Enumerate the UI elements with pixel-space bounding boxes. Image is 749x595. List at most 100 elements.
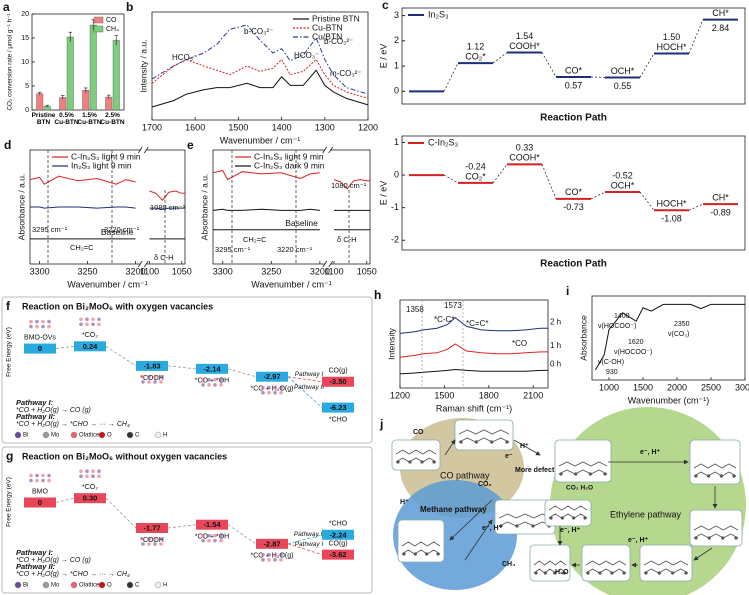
legend-swatch [93,25,104,33]
connector [688,203,704,211]
atom-sketch [201,538,205,543]
y-tick-label: 20 [21,11,29,18]
atom-sketch [29,473,33,478]
atom-sketch [261,390,265,395]
atom-sketch [219,538,223,543]
connector [55,345,75,349]
atom-sketch [147,380,151,384]
level-label: COOH* [509,153,540,163]
atom-sketch [79,317,83,322]
lattice [585,568,627,574]
arrow [444,439,456,456]
atom [684,571,688,575]
atom-sketch [147,537,151,541]
atom-sketch [207,378,211,382]
atom [603,472,607,476]
atom [562,571,566,575]
annotation: 1080 cm⁻¹ [150,203,186,212]
series-line [29,175,185,201]
plot-frame [212,149,371,265]
value-label: 0.30 [83,494,98,503]
x-tick-label: 1300 [315,122,335,132]
energy-box [322,549,354,560]
x-axis-label: Wavenumber / cm⁻¹ [251,279,331,289]
value-label: 0.33 [516,143,534,153]
structure-box [689,439,741,485]
y-tick-label: 0 [394,169,399,179]
series-line [151,58,369,99]
atom-sketch [273,385,277,390]
value-label: -2.87 [263,539,280,548]
panel-label: i [566,284,569,298]
diagram-label: H⁺ [520,443,529,450]
panel-label: h [374,288,381,302]
level-label: CO* [565,65,583,75]
y-tick-label: 15 [21,35,29,42]
annotation: b-CO₃²⁻ [244,27,273,36]
legend-label: Cu/BTN [312,31,342,41]
atom-sketch [219,533,223,538]
atom-sketch [97,317,101,322]
series-label: 1 h [550,341,561,350]
atom-swatch [126,431,134,439]
atom-sketch [213,538,217,543]
lattice [585,560,627,566]
atom-sketch [91,469,95,474]
series-label: Baseline [101,227,134,237]
atom [574,472,578,476]
diagram-label: CO [413,429,424,436]
atom [459,440,463,444]
x-axis-label: Raman shift (cm⁻¹) [436,403,512,413]
break-mark [143,260,149,268]
value-label: 0.55 [614,81,632,91]
connector [287,543,323,556]
connector [105,345,137,367]
atom-swatch [70,581,78,589]
panel-label: g [6,449,13,463]
annotation: *C-C* [434,315,454,324]
legend-label: Pristine BTN [312,13,360,23]
atom-sketch [279,390,283,395]
arrow [513,439,541,456]
atom-sketch [207,538,211,543]
x-tick-label: 1400 [272,122,292,132]
annotation: CH₂=C [243,235,267,244]
annotation: b-CO₃²⁻ [324,37,353,46]
lattice [693,525,739,531]
atom-swatch [42,431,50,439]
value-label: -1.83 [143,361,160,370]
level-label: *CO + *OH [195,378,229,385]
atom [425,552,429,556]
atom-sketch [279,385,283,390]
energy-box [136,523,168,534]
y-axis-label: CO₂ conversion rate / μmol g⁻¹ h⁻¹ [7,13,14,110]
break-mark [322,260,328,268]
atom-sketch [273,390,277,395]
value-label: 0.24 [83,342,98,351]
atom-sketch [213,533,217,538]
atom [543,571,547,575]
atom [610,571,614,575]
annotation: δ C-H [154,253,174,262]
plot-frame [401,135,746,251]
atom-sketch [47,324,51,329]
bar [112,40,120,111]
x-tick-label: 1600 [185,122,205,132]
x-tick-label-box: 0.5% Cu-BTN [54,112,78,126]
atom-sketch [219,378,223,382]
atom-sketch [47,473,51,478]
atom-sketch [219,383,223,387]
atom-sketch [159,375,163,379]
annotation: 1400 [614,313,630,320]
level-label: *CHO [329,521,348,528]
structure-box [639,544,693,582]
structure-box [529,544,571,582]
annotation: 2350 [674,321,690,328]
branch-label: Pathway II [294,531,325,538]
x-tick-label: 2.5% Cu-BTN [100,112,125,126]
atom-sketch [153,375,157,379]
atom [719,474,723,478]
annotation: ν(HOCOO⁻) [614,349,652,356]
atom-sketch [91,474,95,479]
atom [559,472,563,476]
